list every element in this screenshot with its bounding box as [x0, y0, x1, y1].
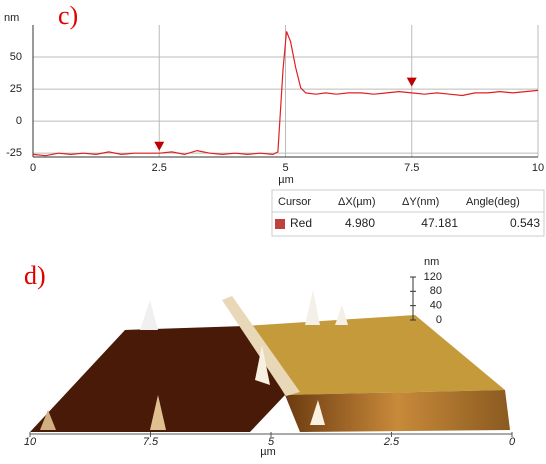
- cursor-marker: [154, 141, 165, 151]
- z-axis-label: nm: [424, 256, 439, 268]
- z-tick-label: 0: [436, 314, 442, 326]
- x-tick-label: 10: [532, 162, 544, 174]
- table-cell: Red: [290, 216, 312, 230]
- x-tick-label: 7.5: [143, 436, 159, 448]
- table-header: Cursor: [278, 196, 311, 208]
- x-tick-label: 2.5: [383, 436, 400, 448]
- z-tick-label: 40: [430, 300, 442, 312]
- surface-render: [30, 290, 510, 432]
- profile-line: [32, 31, 539, 157]
- y-axis-label: nm: [4, 12, 19, 24]
- x-tick-label: 0: [509, 436, 516, 448]
- x-tick-label: 10: [24, 436, 37, 448]
- table-header: ΔY(nm): [402, 196, 439, 208]
- z-tick-label: 120: [424, 271, 442, 283]
- table-cell: 4.980: [345, 216, 375, 230]
- cursor-swatch: [275, 219, 285, 229]
- y-tick-label: 0: [16, 115, 22, 127]
- x-axis-label: µm: [278, 174, 294, 186]
- x-tick-label: 2.5: [152, 162, 167, 174]
- table-cell: 0.543: [510, 216, 540, 230]
- y-tick-label: 50: [10, 51, 22, 63]
- cursor-marker: [406, 77, 417, 87]
- x-axis-label: µm: [260, 446, 276, 458]
- chart-title: d): [24, 261, 46, 290]
- z-tick-label: 80: [430, 285, 442, 297]
- table-header: Angle(deg): [466, 196, 520, 208]
- x-tick-label: 0: [30, 162, 36, 174]
- table-frame: [271, 189, 545, 237]
- x-tick-label: 7.5: [404, 162, 419, 174]
- chart-title: c): [58, 1, 78, 30]
- table-cell: 47.181: [421, 216, 458, 230]
- table-header: ΔX(µm): [338, 196, 376, 208]
- x-tick-label: 5: [268, 436, 275, 448]
- y-tick-label: -25: [6, 147, 22, 159]
- x-tick-label: 5: [282, 162, 288, 174]
- y-tick-label: 25: [10, 83, 22, 95]
